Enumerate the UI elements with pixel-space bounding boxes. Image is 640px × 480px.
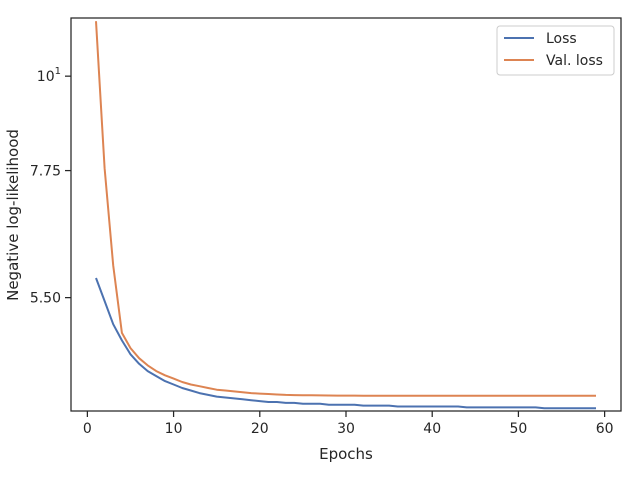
series-line-loss [95, 277, 596, 410]
x-tick-label: 50 [509, 421, 527, 437]
x-tick-label: 40 [423, 421, 441, 437]
axis-ticks: 0 10 20 30 40 50 60 5.50 7.75 101 [30, 66, 614, 437]
x-axis-label: Epochs [319, 445, 373, 463]
y-tick-label: 5.50 [30, 291, 61, 307]
legend-label-loss: Loss [546, 31, 577, 47]
series-lines [95, 21, 596, 410]
series-line-val-loss [95, 21, 596, 397]
legend-label-val-loss: Val. loss [546, 53, 603, 69]
x-tick-label: 60 [596, 421, 614, 437]
y-tick-label: 101 [37, 66, 61, 85]
x-tick-label: 30 [337, 421, 355, 437]
x-tick-label: 20 [251, 421, 269, 437]
y-axis-label: Negative log-likelihood [4, 129, 22, 301]
plot-area-frame [70, 17, 622, 412]
x-tick-label: 0 [83, 421, 92, 437]
x-tick-label: 10 [165, 421, 183, 437]
y-tick-label: 7.75 [30, 164, 61, 180]
legend: Loss Val. loss [496, 25, 615, 76]
